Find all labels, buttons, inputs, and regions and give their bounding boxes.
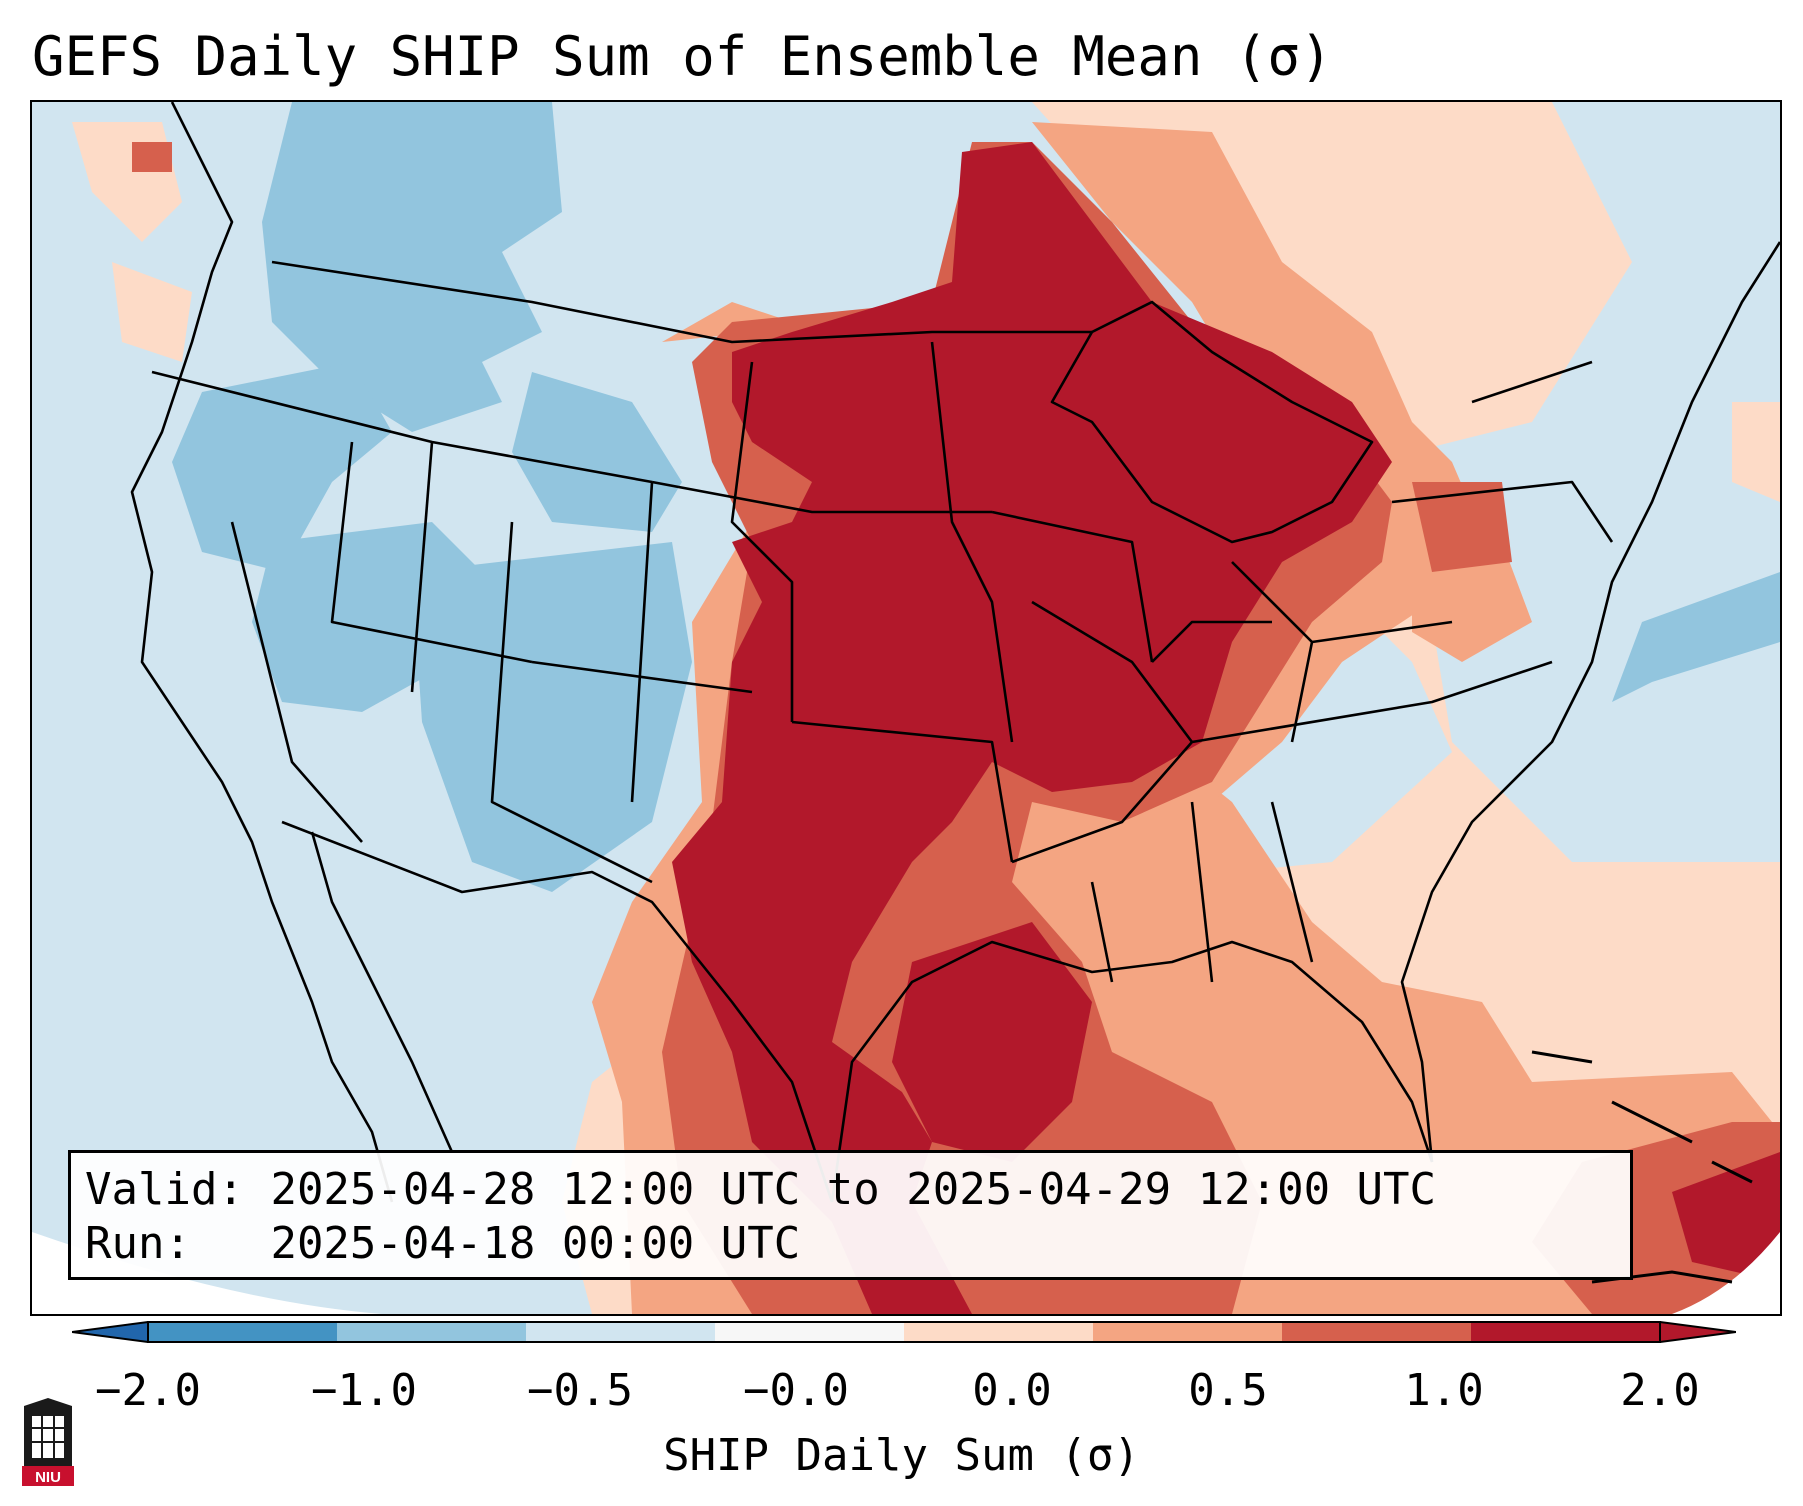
colorbar-tick-label: 2.0 xyxy=(1620,1365,1700,1416)
colorbar-tick-label: −1.0 xyxy=(311,1365,417,1416)
colorbar-segment xyxy=(1093,1322,1283,1342)
colorbar-extend-high xyxy=(1659,1321,1736,1343)
colorbar-tick-label: 0.0 xyxy=(972,1365,1052,1416)
colorbar-tick-label: −0.0 xyxy=(743,1365,849,1416)
colorbar-tick-label: 0.5 xyxy=(1188,1365,1268,1416)
coastline-and-borders xyxy=(130,102,1780,1203)
logo-text: NIU xyxy=(35,1469,61,1486)
domain-edge-right xyxy=(1672,1232,1780,1314)
valid-label: Valid: xyxy=(85,1164,244,1215)
run-value: 2025-04-18 00:00 UTC xyxy=(270,1218,801,1269)
colorbar-tick-label: −0.5 xyxy=(527,1365,633,1416)
niu-logo: NIU xyxy=(22,1398,74,1486)
colorbar-tick-label: 1.0 xyxy=(1404,1365,1484,1416)
colorbar-segment xyxy=(904,1322,1094,1342)
valid-row: Valid: 2025-04-28 12:00 UTC to 2025-04-2… xyxy=(85,1163,1616,1217)
domain-edge-left xyxy=(32,1232,382,1314)
colorbar-segment xyxy=(715,1322,905,1342)
colorbar-tick-label: −2.0 xyxy=(95,1365,201,1416)
map-panel[interactable] xyxy=(30,100,1782,1316)
colorbar-segments xyxy=(148,1322,1661,1342)
run-label: Run: xyxy=(85,1218,191,1269)
colorbar-segment xyxy=(526,1322,716,1342)
colorbar-extend-low xyxy=(72,1321,149,1343)
valid-value: 2025-04-28 12:00 UTC to 2025-04-29 12:00… xyxy=(270,1164,1437,1215)
colorbar-segment xyxy=(1471,1322,1661,1342)
run-row: Run: 2025-04-18 00:00 UTC xyxy=(85,1217,1616,1271)
colorbar-label: SHIP Daily Sum (σ) xyxy=(663,1430,1140,1481)
ship-field-map xyxy=(32,102,1780,1314)
colorbar-segment xyxy=(337,1322,527,1342)
colorbar-segment xyxy=(1282,1322,1472,1342)
valid-run-info-box: Valid: 2025-04-28 12:00 UTC to 2025-04-2… xyxy=(68,1150,1633,1280)
map-title: GEFS Daily SHIP Sum of Ensemble Mean (σ) xyxy=(32,25,1333,88)
strong-positive-areas xyxy=(132,142,1780,1314)
colorbar-segment xyxy=(148,1322,338,1342)
colorbar xyxy=(72,1321,1736,1343)
